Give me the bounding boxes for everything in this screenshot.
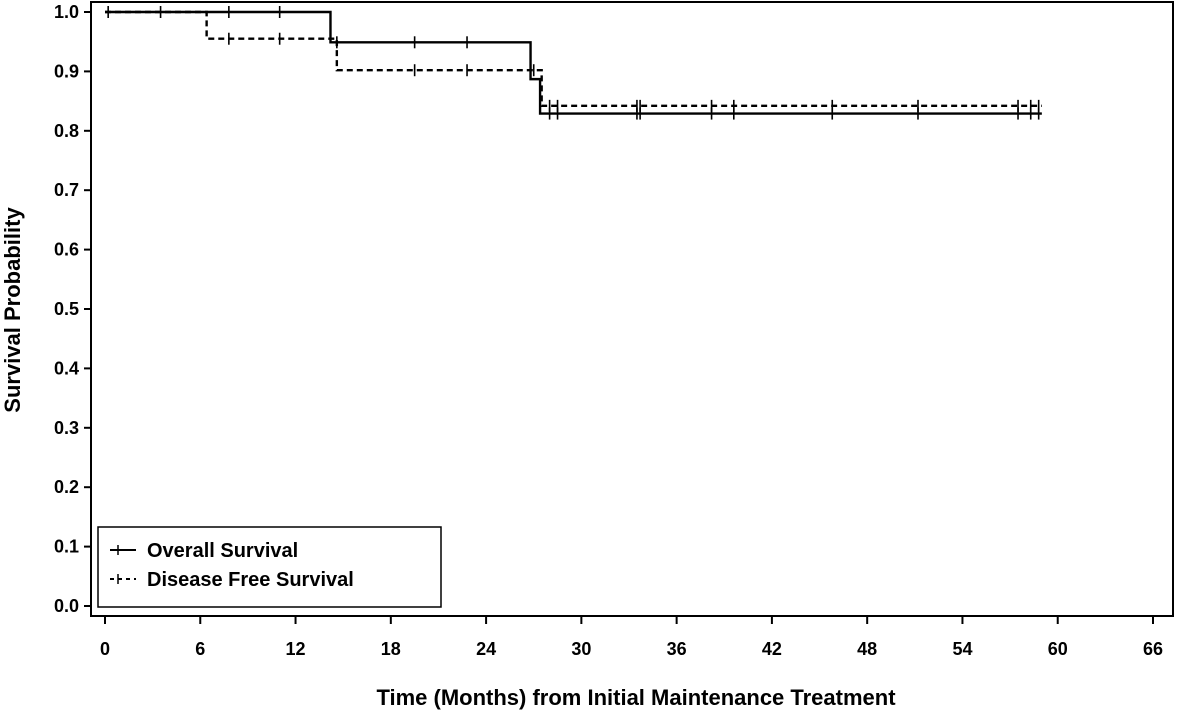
x-tick-label: 66 [1143, 639, 1163, 659]
x-tick-label: 54 [952, 639, 972, 659]
y-tick-label: 0.9 [54, 61, 79, 81]
x-tick-label: 12 [286, 639, 306, 659]
y-tick-label: 1.0 [54, 2, 79, 22]
series-layer [105, 6, 1042, 120]
y-tick-label: 0.2 [54, 477, 79, 497]
y-tick-label: 0.3 [54, 418, 79, 438]
x-axis-title: Time (Months) from Initial Maintenance T… [376, 685, 896, 710]
y-tick-label: 0.5 [54, 299, 79, 319]
y-tick-label: 0.1 [54, 537, 79, 557]
x-tick-label: 24 [476, 639, 496, 659]
y-tick-label: 0.7 [54, 180, 79, 200]
x-tick-label: 30 [571, 639, 591, 659]
x-tick-label: 36 [667, 639, 687, 659]
y-tick-label: 0.0 [54, 596, 79, 616]
series-line-0 [105, 10, 1042, 115]
x-tick-label: 0 [100, 639, 110, 659]
y-axis-title: Survival Probability [0, 207, 25, 413]
y-tick-label: 0.4 [54, 358, 79, 378]
legend-label: Disease Free Survival [147, 569, 354, 591]
x-tick-label: 48 [857, 639, 877, 659]
x-tick-label: 60 [1048, 639, 1068, 659]
x-axis-ticks: 0 6 12 18 24 30 36 42 48 54 60 66 [100, 616, 1163, 659]
x-tick-label: 6 [195, 639, 205, 659]
legend-label: Overall Survival [147, 540, 298, 562]
y-tick-label: 0.8 [54, 121, 79, 141]
y-axis-ticks: 0.0 0.1 0.2 0.3 0.4 0.5 0.6 0.7 0.8 0.9 1.0 [54, 2, 91, 616]
y-tick-label: 0.6 [54, 240, 79, 260]
series-line-1 [105, 10, 1042, 108]
plot-frame [90, 1, 1174, 617]
legend: Overall Survival Disease Free Survival [97, 526, 442, 608]
legend-box [97, 526, 442, 608]
x-tick-label: 18 [381, 639, 401, 659]
x-tick-label: 42 [762, 639, 782, 659]
